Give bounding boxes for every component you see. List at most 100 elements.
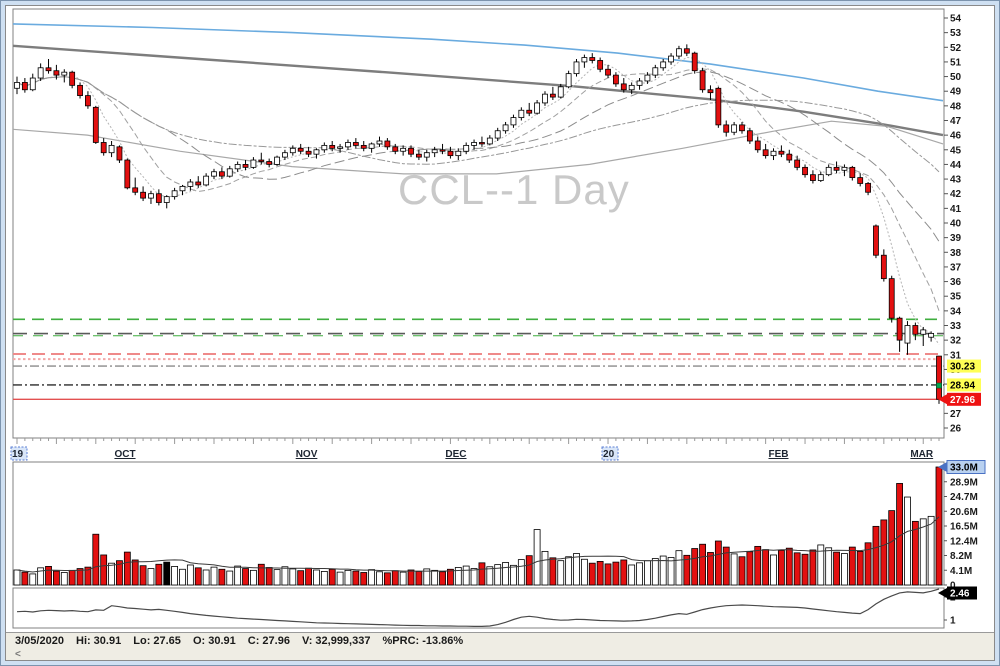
indicator-current-tag: [947, 586, 977, 600]
volume-bar: [777, 549, 785, 586]
candlestick: [534, 102, 541, 114]
stock-chart[interactable]: CCL--1 Day262728293031323334353637383940…: [6, 6, 995, 632]
volume-bar: [525, 555, 533, 586]
candlestick: [825, 166, 832, 176]
candlestick: [542, 93, 548, 104]
candlestick: [337, 146, 343, 149]
price-axis-label: 46: [950, 131, 962, 142]
price-axis-label: 27: [950, 409, 962, 420]
candlestick: [754, 140, 761, 151]
candlestick: [282, 152, 288, 158]
candlestick: [479, 142, 485, 145]
candlestick: [873, 225, 879, 256]
candlestick: [494, 130, 501, 139]
candlestick: [85, 95, 91, 107]
volume-bar: [250, 569, 257, 586]
sma10-line: [16, 68, 940, 311]
volume-bar: [809, 549, 817, 586]
candlestick: [786, 153, 793, 161]
candlestick: [116, 146, 123, 161]
volume-bar: [856, 550, 864, 586]
candlestick: [305, 150, 312, 155]
volume-bar: [131, 559, 139, 586]
candlestick: [226, 168, 233, 177]
x-axis-month-label: 19: [12, 449, 24, 460]
indicator-line: [16, 588, 940, 628]
volume-bar: [281, 566, 289, 586]
volume-bar: [549, 557, 557, 586]
volume-bar: [37, 567, 45, 586]
volume-bar: [139, 565, 147, 586]
candlestick: [597, 60, 604, 70]
volume-bar: [580, 558, 588, 586]
candlestick: [376, 140, 383, 145]
indicator-axis-label: 1: [950, 616, 956, 627]
price-axis-label: 31: [950, 350, 962, 361]
volume-bar: [919, 518, 927, 586]
candlestick: [620, 83, 627, 91]
volume-bar: [935, 466, 943, 586]
volume-bar: [911, 520, 919, 586]
volume-bar: [431, 569, 439, 586]
volume-bar: [691, 548, 699, 586]
price-axis-label: 47: [950, 116, 962, 127]
ma-lines: [12, 23, 944, 345]
volume-bar: [651, 558, 659, 586]
candlestick: [179, 185, 186, 192]
volume-bar: [383, 572, 391, 586]
volume-bar: [478, 562, 486, 586]
candlestick: [211, 171, 217, 177]
volume-bar: [202, 569, 210, 586]
price-tag-arrow-icon: [938, 394, 947, 405]
quote-summary: 3/05/2020 Hi: 30.91 Lo: 27.65 O: 30.91 C: 27…: [12, 635, 988, 647]
volume-bar: [171, 566, 179, 586]
candlestick: [904, 325, 911, 344]
candlestick: [865, 183, 871, 193]
candlestick: [29, 77, 36, 91]
volume-bar: [770, 554, 777, 586]
volume-bar: [888, 510, 896, 586]
candlestick: [605, 68, 611, 76]
volume-bar: [289, 568, 297, 586]
candlestick: [289, 147, 296, 154]
x-axis-month-label: DEC: [445, 449, 466, 460]
candlestick: [242, 164, 249, 168]
horizontal-scrollbar[interactable]: <: [12, 648, 988, 660]
candlestick: [565, 73, 572, 88]
candlestick: [155, 193, 162, 203]
status-date: 3/05/2020: [15, 635, 64, 647]
candlestick: [21, 82, 28, 91]
volume-bar: [194, 567, 202, 586]
candlestick: [849, 166, 856, 179]
volume-bar: [714, 540, 722, 586]
volume-bar: [123, 551, 131, 586]
candlestick: [613, 74, 619, 85]
volume-bar: [423, 568, 431, 586]
watermark: CCL--1 Day: [398, 166, 630, 213]
candlestick: [187, 181, 194, 187]
volume-bar: [746, 551, 754, 586]
ma200-line: [12, 44, 944, 137]
candlestick: [250, 159, 257, 168]
volume-bar: [53, 570, 60, 586]
price-axis-label: 39: [950, 233, 962, 244]
volume-bar: [179, 568, 186, 586]
volume-bar: [100, 554, 108, 586]
candlestick: [345, 142, 351, 148]
volume-bar: [399, 571, 407, 586]
scroll-left-arrow-icon[interactable]: <: [15, 649, 21, 660]
x-axis-month-label: 20: [603, 449, 615, 460]
candlestick: [668, 55, 674, 63]
price-axis-label: 42: [950, 189, 962, 200]
volume-bar: [147, 568, 155, 586]
candlestick: [636, 80, 643, 86]
horizontal-levels: [13, 318, 944, 400]
candlestick: [14, 82, 20, 89]
candlestick: [218, 171, 225, 177]
candlestick: [171, 190, 178, 198]
price-axis-label: 40: [950, 219, 962, 230]
volume-bar: [596, 561, 604, 586]
volume-axis-label: 24.7M: [950, 492, 978, 503]
volume-bar: [557, 560, 565, 586]
